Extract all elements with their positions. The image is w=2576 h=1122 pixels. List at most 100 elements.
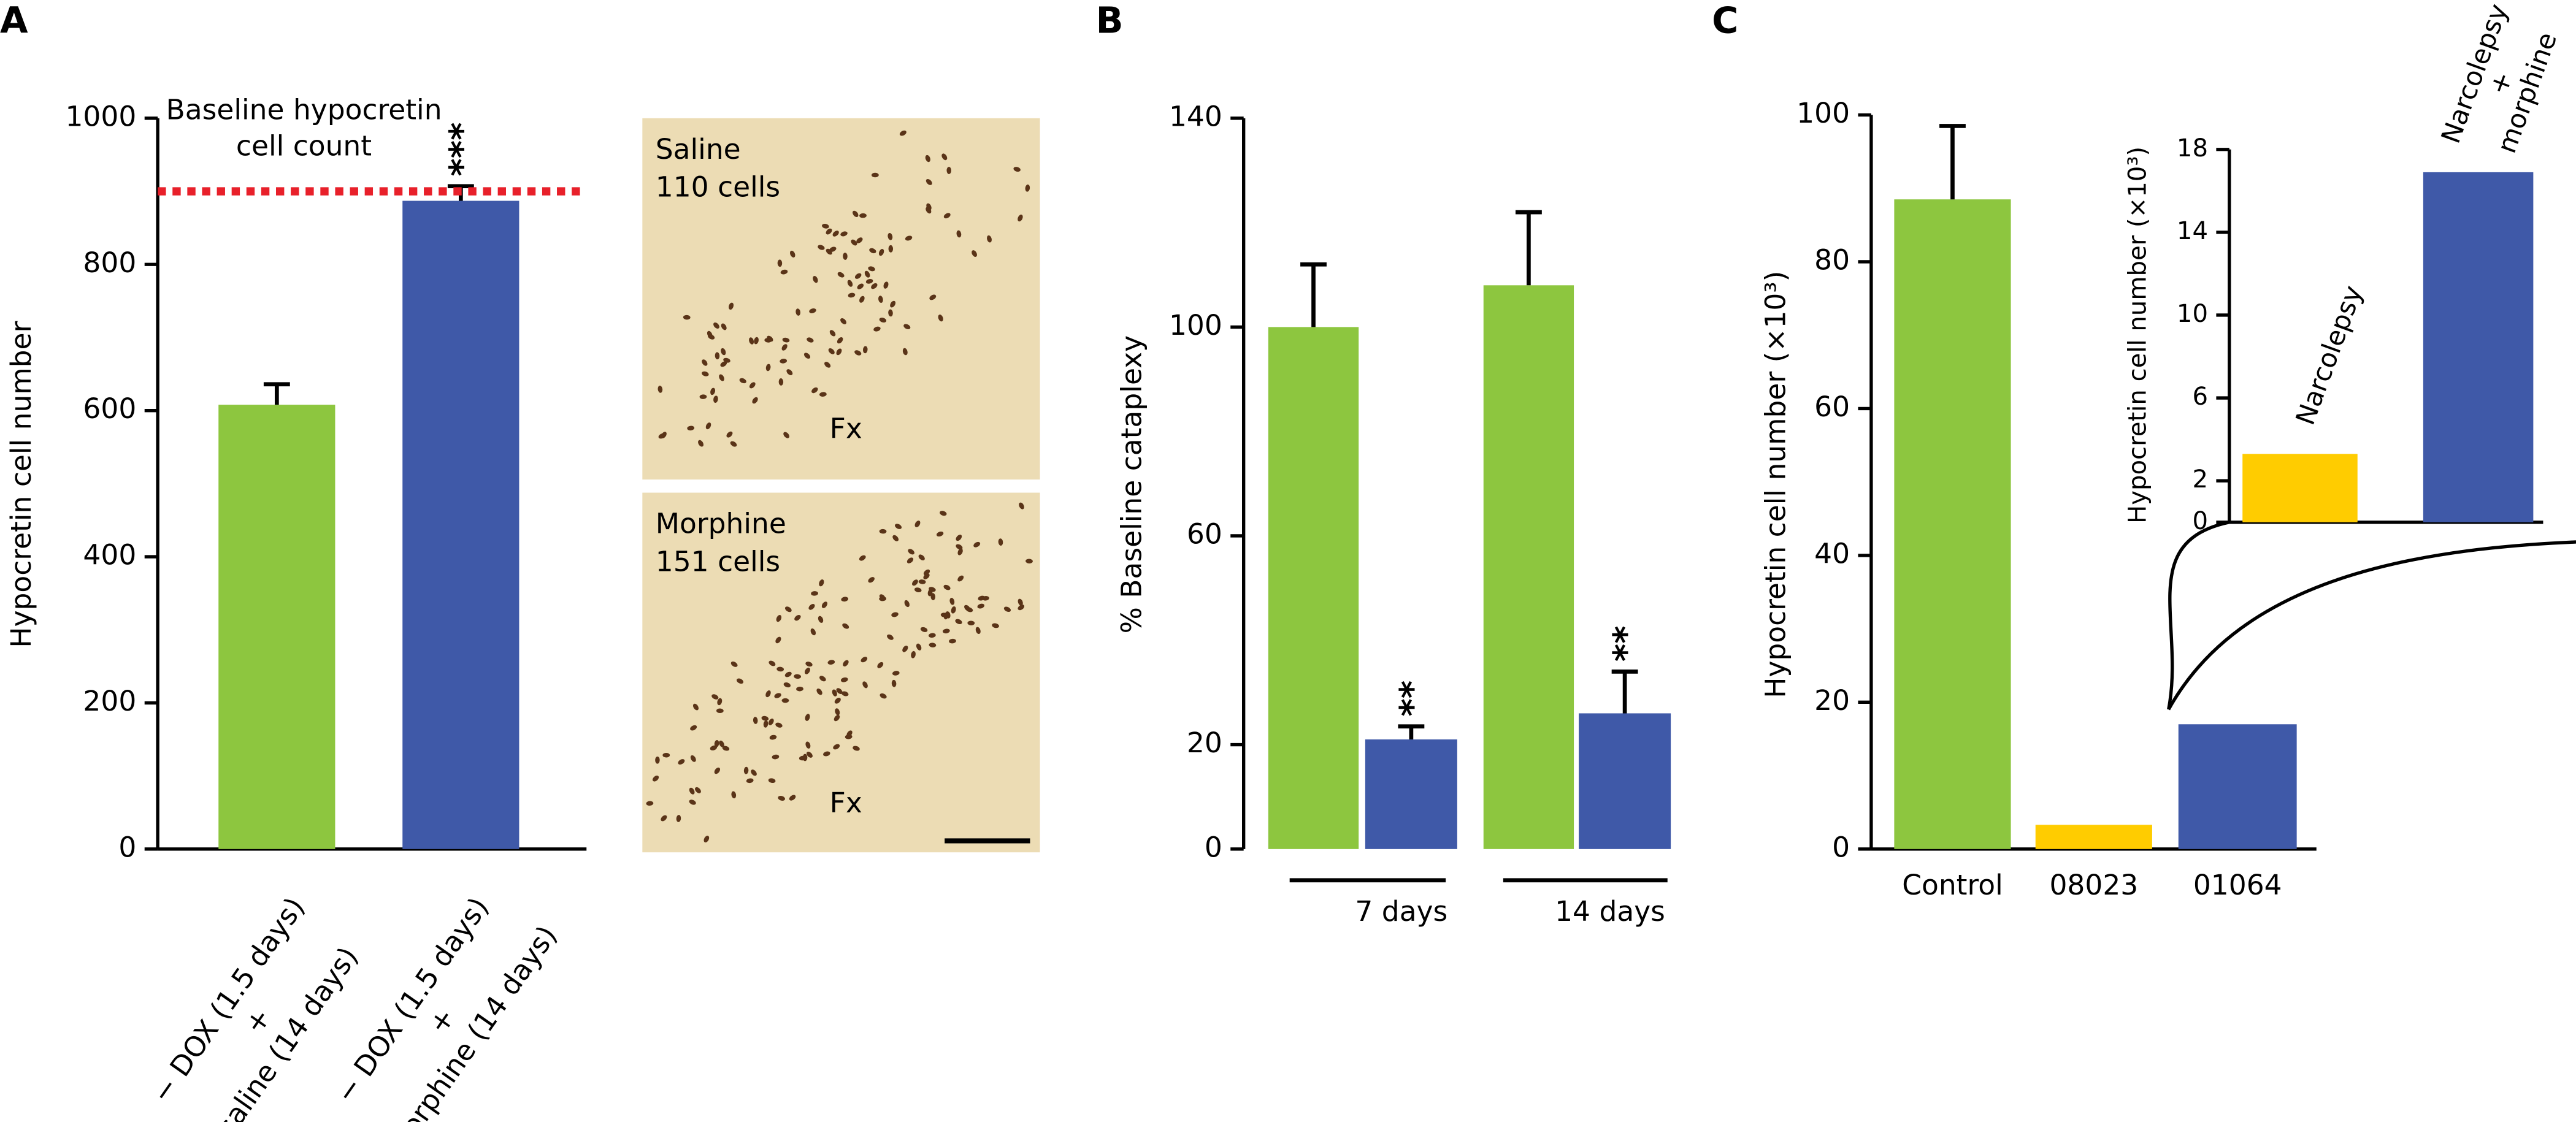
stained-cell — [768, 718, 774, 725]
stained-cell — [819, 676, 826, 682]
stained-cell — [746, 778, 754, 784]
stained-cell — [923, 569, 930, 576]
stained-cell — [1025, 184, 1030, 192]
stained-cell — [784, 671, 792, 677]
stained-cell — [847, 280, 853, 287]
stained-cell — [780, 269, 788, 275]
stained-cell — [943, 612, 949, 620]
stained-cell — [818, 616, 824, 623]
stained-cell — [689, 787, 695, 795]
stained-cell — [824, 362, 831, 368]
micrograph-count: 151 cells — [656, 545, 780, 578]
y-tick-label: 2 — [2192, 465, 2208, 494]
stained-cell — [853, 210, 859, 218]
stained-cell — [832, 689, 837, 696]
y-tick-label: 20 — [1187, 727, 1222, 759]
stained-cell — [808, 604, 815, 610]
stained-cell — [942, 628, 950, 634]
stained-cell — [753, 717, 758, 724]
stained-cell — [956, 230, 962, 238]
stained-cell — [657, 385, 663, 393]
stained-cell — [776, 666, 784, 672]
stained-cell — [827, 660, 835, 665]
stained-cell — [920, 627, 928, 632]
stained-cell — [781, 344, 788, 351]
stained-cell — [930, 593, 935, 601]
stained-cell — [835, 708, 840, 716]
stained-cell — [713, 395, 718, 403]
stained-cell — [949, 598, 955, 605]
stained-cell — [790, 250, 795, 258]
bar — [218, 405, 335, 849]
significance: ** — [1606, 625, 1646, 662]
stained-cell — [730, 661, 738, 667]
stained-cell — [736, 678, 744, 684]
stained-cell — [769, 660, 776, 666]
stained-cell — [768, 778, 776, 784]
stained-cell — [833, 744, 840, 750]
stained-cell — [809, 308, 816, 313]
stained-cell — [780, 359, 788, 364]
stained-cell — [751, 769, 757, 776]
stained-cell — [888, 309, 893, 317]
stained-cell — [655, 756, 660, 764]
stained-cell — [879, 596, 887, 601]
stained-cell — [951, 606, 956, 614]
stained-cell — [837, 272, 845, 278]
stained-cell — [819, 579, 824, 587]
stained-cell — [908, 549, 914, 555]
stained-cell — [714, 767, 721, 774]
stained-cell — [856, 237, 863, 243]
stained-cell — [895, 524, 902, 529]
stained-cell — [842, 623, 849, 629]
panel-letter: A — [0, 0, 28, 42]
stained-cell — [784, 606, 792, 613]
stained-cell — [832, 231, 839, 237]
stained-cell — [902, 348, 908, 356]
significance: *** — [442, 122, 482, 176]
stained-cell — [912, 579, 918, 586]
stained-cell — [782, 337, 790, 343]
stained-cell — [949, 638, 956, 644]
stained-cell — [955, 619, 962, 625]
stained-cell — [887, 634, 894, 640]
stained-cell — [890, 300, 896, 308]
stained-cell — [841, 691, 849, 696]
y-tick-label: 0 — [118, 831, 136, 863]
stained-cell — [862, 681, 868, 689]
stained-cell — [819, 392, 827, 397]
stained-cell — [692, 703, 699, 711]
stained-cell — [837, 337, 843, 344]
stained-cell — [826, 228, 832, 235]
stained-cell — [794, 614, 801, 621]
bar — [2035, 825, 2152, 849]
stained-cell — [907, 557, 914, 563]
stained-cell — [695, 787, 701, 793]
bar — [1894, 199, 2011, 849]
stained-cell — [841, 597, 849, 602]
stained-cell — [794, 674, 802, 679]
stained-cell — [777, 259, 783, 267]
stained-cell — [1013, 167, 1021, 172]
bar — [2178, 724, 2297, 849]
stained-cell — [705, 422, 711, 430]
stained-cell — [826, 248, 832, 255]
stained-cell — [699, 394, 707, 399]
stained-cell — [658, 433, 665, 439]
stained-cell — [883, 281, 889, 289]
stained-cell — [864, 270, 870, 278]
stained-cell — [861, 657, 868, 663]
y-tick-label: 400 — [83, 539, 136, 571]
stained-cell — [899, 130, 907, 136]
y-axis-label: % Baseline cataplexy — [1116, 335, 1148, 633]
stained-cell — [829, 330, 836, 337]
stained-cell — [903, 324, 911, 330]
stained-cell — [765, 690, 771, 698]
stained-cell — [683, 315, 691, 320]
stained-cell — [689, 800, 696, 805]
stained-cell — [891, 612, 899, 617]
stained-cell — [719, 740, 724, 747]
stained-cell — [646, 801, 654, 806]
stained-cell — [840, 318, 846, 324]
y-tick-label: 40 — [1814, 537, 1850, 570]
